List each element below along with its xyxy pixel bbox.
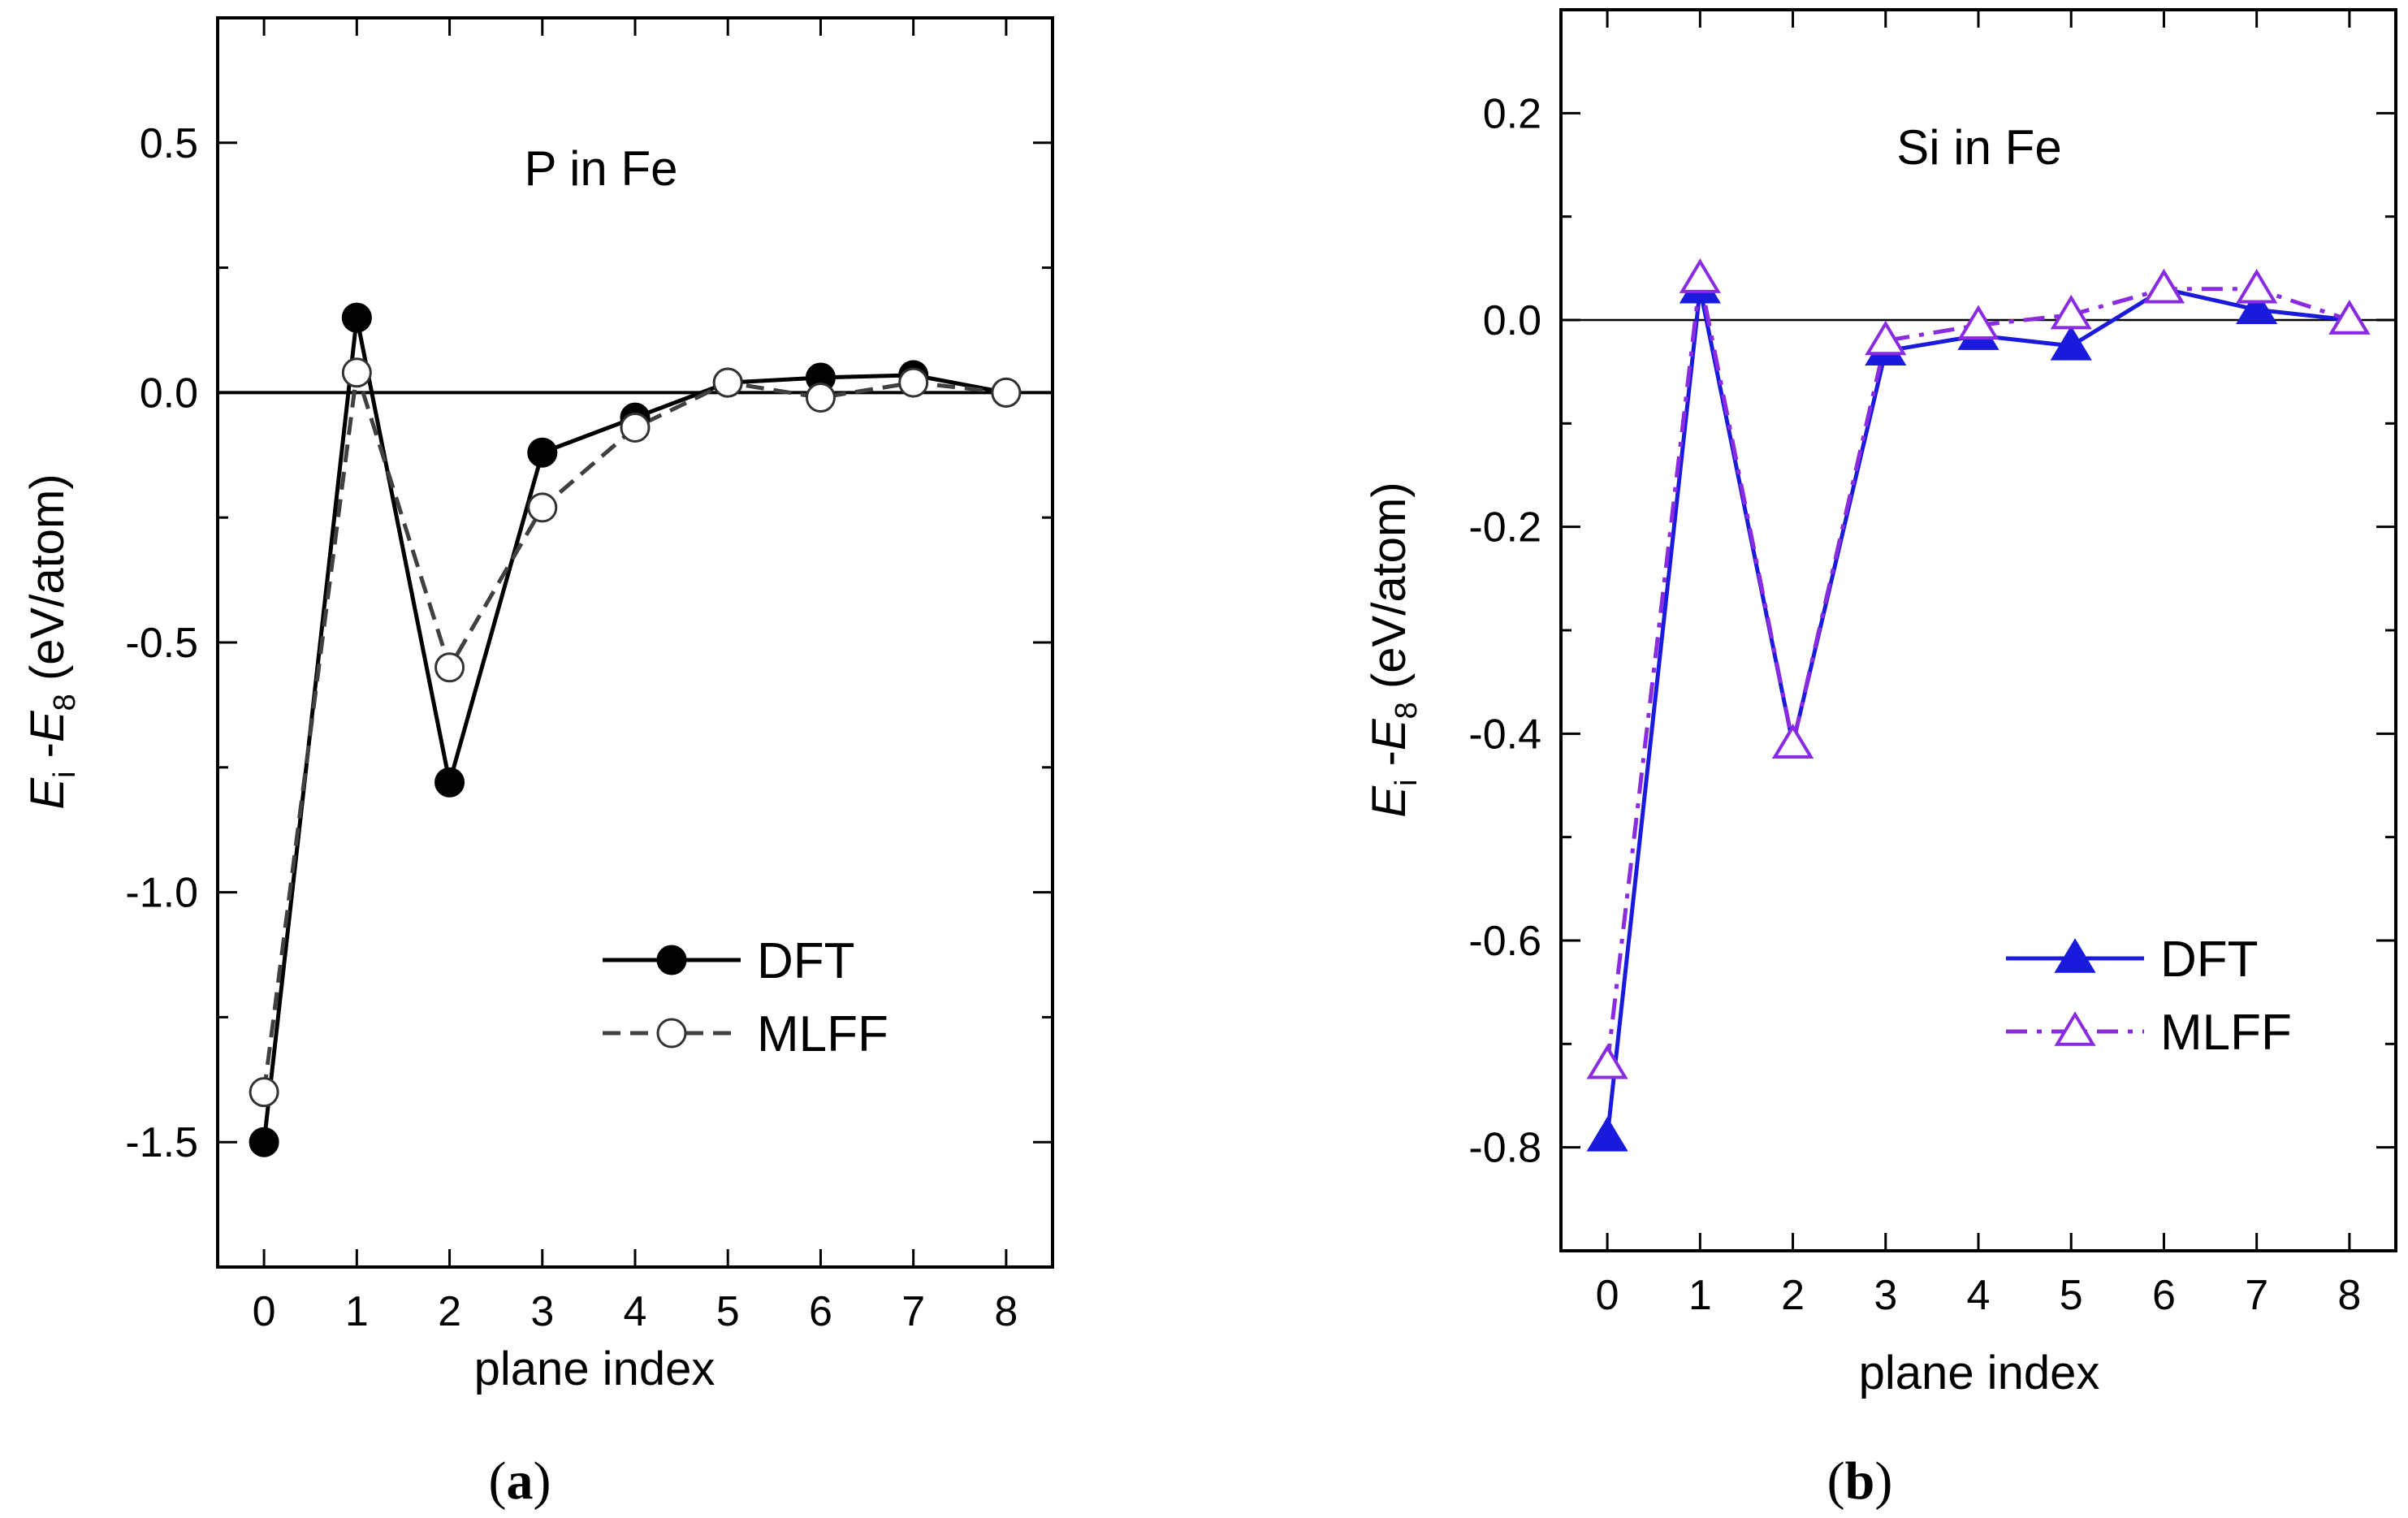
panel-a-point-mlff [991, 377, 1022, 408]
panel-a-y-label-e: E [21, 777, 74, 810]
panel-b-y-label-units: (eV/atom) [1363, 482, 1416, 702]
panel-a-legend-marker-dft [656, 945, 687, 975]
panel-b-y-tick-label: -0.8 [1468, 1125, 1541, 1172]
panel-a-point-dft [341, 302, 372, 333]
panel-a-y-label-dash: - [21, 742, 74, 771]
panel-b-y-tick-label: -0.6 [1468, 918, 1541, 965]
panel-b-y-tick-label: -0.2 [1468, 504, 1541, 551]
panel-b-title: Si in Fe [1896, 120, 2061, 175]
panel-a-y-axis-label: Ei -E8 (eV/atom) [21, 474, 82, 809]
panel-b-point-mlff [2050, 294, 2092, 330]
panel-a-caption-letter: a [507, 1451, 534, 1511]
panel-a-point-mlff [805, 383, 836, 413]
panel-b-x-axis-label: plane index [1859, 1347, 2100, 1399]
panel-a-y-tick-label: 0.5 [140, 120, 198, 167]
panel-a-series [249, 302, 1022, 1157]
panel-b-point-dft [1586, 1117, 1628, 1152]
panel-b-x-tick-label: 7 [2245, 1272, 2268, 1319]
panel-a-y-tick-label: -0.5 [125, 620, 198, 667]
panel-a-y-tick-label: -1.0 [125, 870, 198, 917]
panel-a-ticks: 0 1 2 3 4 5 6 7 8 -1.5 -1.0 -0.5 0.0 0.5 [125, 16, 1053, 1335]
panel-b-y-axis-label: Ei -E8 (eV/atom) [1363, 482, 1424, 817]
panel-a-x-axis-label: plane index [474, 1343, 715, 1395]
panel-a-title: P in Fe [525, 141, 678, 196]
panel-b-x-tick-label: 6 [2152, 1272, 2176, 1319]
panel-b-point-mlff [2142, 268, 2185, 304]
panel-a-legend: DFT MLFF [603, 933, 888, 1062]
panel-b-si-in-fe: 0 1 2 3 4 5 6 7 8 -0.8 -0.6 -0.4 -0.2 0.0 0.2 Si in Fe… [1363, 8, 2397, 1511]
panel-a-point-mlff [712, 367, 743, 398]
panel-b-x-tick-label: 3 [1874, 1272, 1897, 1319]
panel-b-x-tick-label: 4 [1967, 1272, 1991, 1319]
panel-a-x-tick-label: 4 [624, 1288, 647, 1335]
panel-b-legend-label-mlff: MLFF [2160, 1005, 2292, 1061]
panel-b-legend-label-dft: DFT [2160, 932, 2259, 988]
panel-b-point-mlff [1679, 258, 1721, 293]
panel-b-y-tick-label: 0.0 [1483, 297, 1541, 344]
panel-a-x-tick-label: 7 [901, 1288, 925, 1335]
panel-a-legend-marker-mlff [656, 1018, 687, 1049]
panel-a-point-mlff [434, 652, 465, 683]
panel-a-p-in-fe: 0 1 2 3 4 5 6 7 8 -1.5 -1.0 -0.5 0.0 0.5 P in Fe DFT M… [21, 16, 1054, 1511]
panel-a-y-label-sub-8: 8 [48, 694, 82, 711]
panel-b-x-tick-label: 1 [1688, 1272, 1712, 1319]
panel-b-y-label-dash: - [1363, 750, 1416, 779]
panel-b-y-label-sub-i: i [1390, 779, 1424, 785]
panel-a-y-label-sub-i: i [48, 771, 82, 777]
panel-a-x-tick-label: 2 [438, 1288, 461, 1335]
panel-a-y-tick-label: -1.5 [125, 1119, 198, 1166]
panel-b-plot-frame [1559, 8, 2397, 1252]
panel-b-point-mlff [1586, 1044, 1628, 1079]
panel-a-x-tick-label: 1 [345, 1288, 369, 1335]
panel-b-x-tick-label: 0 [1596, 1272, 1619, 1319]
panel-b-legend-marker-dft [2054, 938, 2096, 973]
panel-a-point-mlff [249, 1077, 279, 1108]
panel-b-point-mlff [2236, 268, 2278, 304]
panel-a-x-tick-label: 3 [530, 1288, 554, 1335]
panel-b-caption: (b) [1827, 1451, 1893, 1511]
panel-a-point-mlff [620, 412, 651, 443]
panel-b-point-mlff [1771, 724, 1814, 759]
panel-b-point-mlff [1865, 320, 1907, 356]
panel-a-point-dft [527, 437, 558, 468]
panel-a-x-tick-label: 5 [716, 1288, 740, 1335]
panel-b-x-tick-label: 5 [2060, 1272, 2083, 1319]
panel-a-series-line-mlff [262, 370, 1007, 1092]
panel-a-y-tick-label: 0.0 [140, 370, 198, 417]
panel-b-y-label-sub-8: 8 [1390, 702, 1424, 719]
panel-b-point-dft [2236, 289, 2278, 325]
panel-a-point-dft [249, 1127, 279, 1157]
panel-b-y-tick-label: -0.4 [1468, 711, 1541, 758]
panel-b-y-label-e2: E [1363, 718, 1416, 750]
panel-a-x-tick-label: 8 [994, 1288, 1018, 1335]
panel-a-plot-frame [216, 16, 1054, 1269]
panel-a-y-label-units: (eV/atom) [21, 474, 74, 694]
panel-a-point-dft [434, 767, 465, 798]
panel-a-legend-label-mlff: MLFF [757, 1006, 888, 1062]
panel-b-legend: DFT MLFF [2006, 932, 2292, 1061]
panel-b-point-mlff [2328, 300, 2371, 335]
panel-b-point-dft [2050, 325, 2092, 361]
panel-b-y-label-e: E [1363, 785, 1416, 818]
panel-b-ticks: 0 1 2 3 4 5 6 7 8 -0.8 -0.6 -0.4 -0.2 0.0 0.2 [1468, 8, 2396, 1319]
panel-a-point-mlff [341, 357, 372, 388]
panel-b-legend-marker-mlff [2054, 1011, 2096, 1046]
panel-b-x-tick-label: 2 [1781, 1272, 1805, 1319]
panel-b-point-mlff [1957, 305, 1999, 340]
panel-b-x-tick-label: 8 [2337, 1272, 2361, 1319]
panel-b-series [1586, 258, 2371, 1152]
panel-a-point-mlff [527, 492, 558, 523]
panel-b-y-tick-label: 0.2 [1483, 90, 1541, 137]
panel-b-caption-letter: b [1845, 1451, 1875, 1511]
panel-a-legend-label-dft: DFT [757, 933, 855, 989]
panel-a-x-tick-label: 6 [809, 1288, 832, 1335]
panel-a-x-tick-label: 0 [253, 1288, 276, 1335]
panel-a-caption: (a) [489, 1451, 551, 1511]
panel-a-y-label-e2: E [21, 710, 74, 742]
panel-a-point-mlff [898, 367, 929, 398]
